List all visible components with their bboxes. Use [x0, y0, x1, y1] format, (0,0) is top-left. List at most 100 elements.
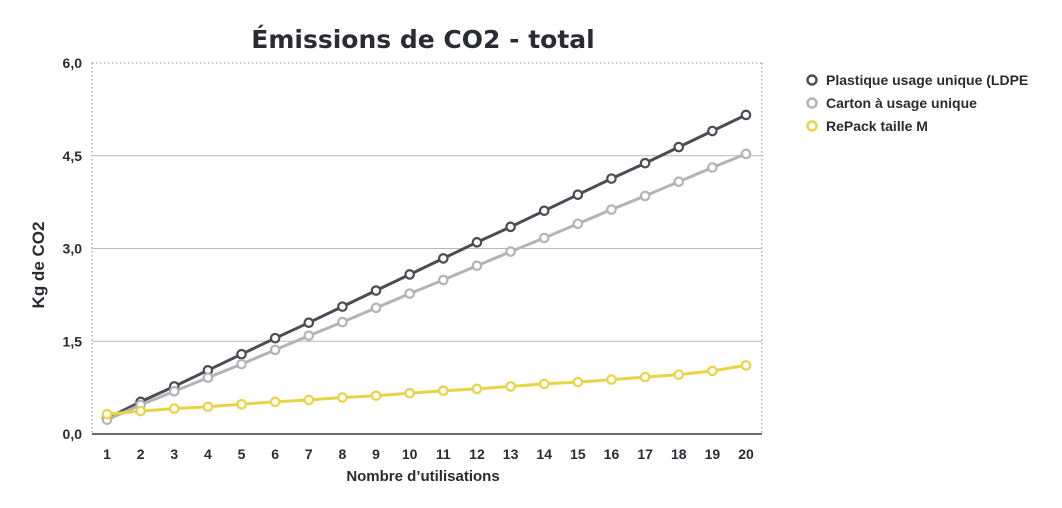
data-point: [303, 394, 315, 406]
legend-label: RePack taille M: [826, 118, 928, 134]
data-point: [236, 348, 247, 360]
x-tick-label: 13: [503, 446, 519, 462]
x-tick-label: 2: [137, 446, 145, 462]
data-point: [269, 332, 281, 344]
x-tick-label: 4: [204, 446, 212, 462]
x-axis-ticks: 1 2 3 4 5 6 7 8 9 10 11 12 13 14 15 16 17 18 19 20: [103, 446, 754, 462]
series-layer: [101, 109, 752, 426]
data-point: [438, 253, 449, 264]
data-point: [101, 408, 113, 420]
legend-label: Plastique usage unique (LDPE: [826, 72, 1028, 88]
data-point: [168, 386, 180, 397]
legend-marker: [806, 74, 818, 86]
data-point: [740, 109, 752, 121]
data-point: [572, 376, 584, 388]
x-tick-label: 15: [570, 446, 586, 462]
legend: Plastique usage unique (LDPE Carton à usa…: [806, 72, 1028, 134]
data-point: [236, 399, 247, 410]
data-point: [471, 237, 483, 248]
data-point: [538, 378, 550, 390]
data-point: [337, 392, 348, 403]
data-point: [404, 269, 415, 280]
y-tick-label: 3,0: [63, 241, 83, 257]
data-point: [572, 189, 584, 201]
data-point: [639, 371, 651, 383]
gridlines: [92, 155, 762, 342]
x-tick-label: 19: [705, 446, 721, 462]
data-point: [370, 285, 382, 296]
legend-item: Plastique usage unique (LDPE: [806, 72, 1028, 88]
data-point: [471, 260, 483, 272]
y-axis-label: Kg de CO2: [29, 222, 48, 309]
x-tick-label: 8: [339, 446, 347, 462]
data-point: [673, 141, 685, 153]
data-point: [606, 173, 617, 184]
data-point: [303, 330, 315, 341]
data-point: [538, 232, 550, 244]
data-point: [438, 385, 449, 397]
x-tick-label: 18: [671, 446, 687, 462]
data-point: [202, 401, 214, 413]
series-line: [106, 113, 747, 420]
x-tick-label: 12: [469, 446, 485, 462]
x-tick-label: 14: [536, 446, 552, 462]
data-point: [673, 176, 685, 188]
y-axis-ticks: 0,0 1,5 3,0 4,5 6,0: [63, 55, 83, 442]
data-point: [505, 221, 516, 233]
legend-marker: [806, 120, 818, 132]
y-tick-label: 6,0: [63, 55, 83, 71]
data-point: [639, 190, 651, 202]
data-point: [269, 396, 281, 408]
data-point: [236, 358, 247, 370]
x-tick-label: 6: [271, 446, 279, 462]
series-2: [101, 148, 752, 426]
series-line: [106, 152, 747, 422]
data-point: [471, 383, 483, 395]
data-point: [168, 403, 180, 414]
data-point: [337, 316, 348, 328]
data-point: [572, 218, 584, 230]
data-point: [505, 246, 516, 257]
y-tick-label: 0,0: [63, 426, 83, 442]
data-point: [303, 317, 315, 328]
legend-marker: [806, 97, 818, 109]
data-point: [707, 125, 718, 137]
data-point: [404, 387, 415, 399]
data-point: [606, 204, 617, 215]
data-point: [707, 162, 718, 173]
y-tick-label: 1,5: [63, 333, 83, 349]
data-point: [505, 381, 516, 392]
data-point: [404, 288, 415, 299]
data-point: [370, 302, 382, 314]
chart-title: Émissions de CO2 - total: [251, 25, 594, 54]
data-point: [740, 148, 752, 160]
data-point: [370, 390, 382, 401]
legend-item: RePack taille M: [806, 118, 928, 134]
data-point: [606, 374, 617, 385]
legend-label: Carton à usage unique: [826, 95, 977, 111]
data-point: [707, 365, 718, 377]
x-tick-label: 5: [238, 446, 246, 462]
data-point: [269, 344, 281, 356]
x-axis-label: Nombre d’utilisations: [346, 468, 499, 485]
data-point: [135, 405, 146, 417]
x-tick-label: 11: [436, 446, 451, 462]
data-point: [740, 360, 752, 371]
data-point: [202, 372, 214, 384]
x-tick-label: 1: [103, 446, 111, 462]
data-point: [639, 157, 651, 169]
x-tick-label: 9: [372, 446, 380, 462]
x-tick-label: 10: [402, 446, 418, 462]
x-tick-label: 20: [738, 446, 754, 462]
data-point: [438, 274, 449, 286]
data-point: [673, 369, 685, 380]
legend-item: Carton à usage unique: [806, 95, 977, 111]
y-tick-label: 4,5: [63, 148, 83, 164]
data-point: [538, 205, 550, 217]
x-tick-label: 17: [637, 446, 653, 462]
x-tick-label: 7: [305, 446, 313, 462]
data-point: [337, 301, 348, 312]
x-tick-label: 3: [170, 446, 178, 462]
series-3: [101, 360, 752, 420]
